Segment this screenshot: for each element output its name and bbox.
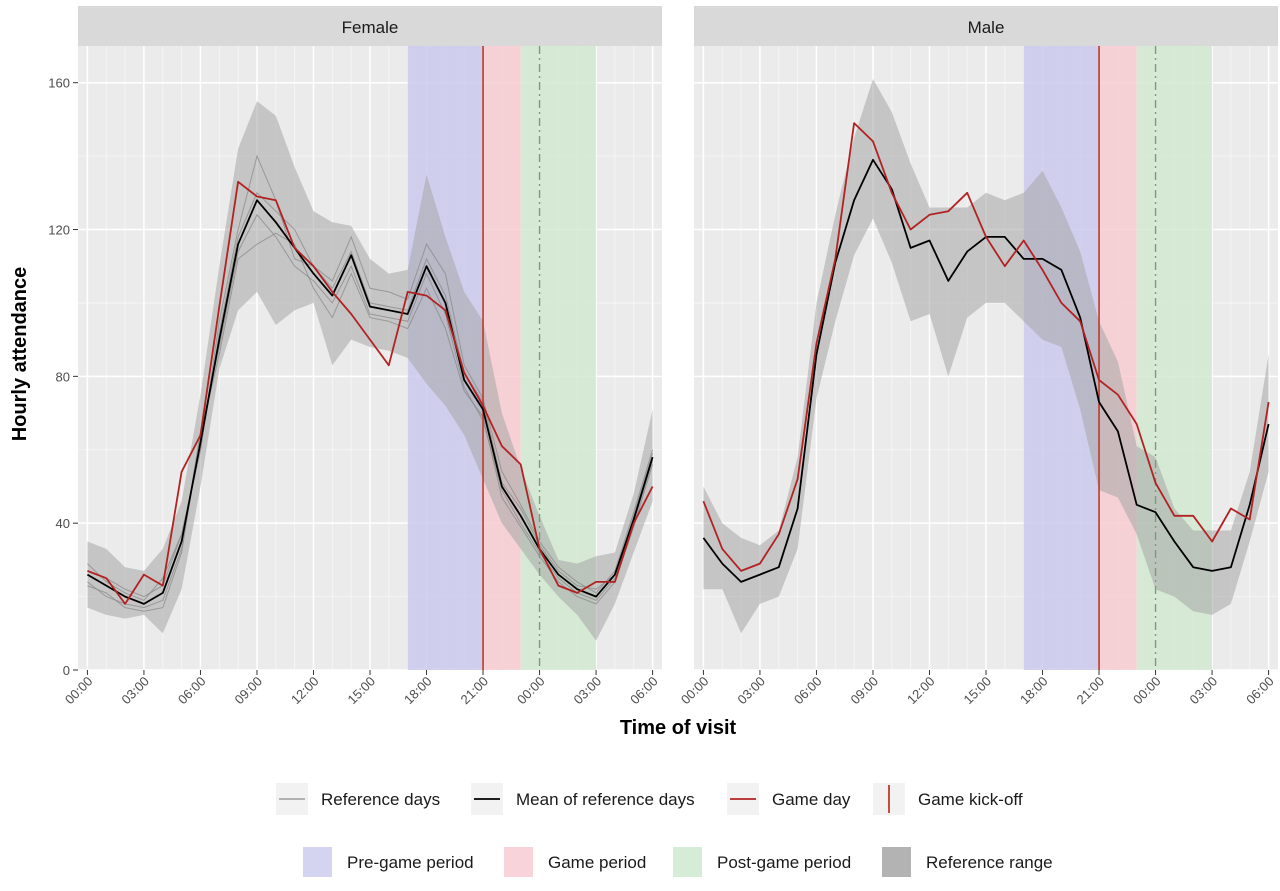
x-tick-label: 15:00 xyxy=(345,674,379,708)
mean-reference-line xyxy=(86,199,654,605)
legend-label: Pre-game period xyxy=(347,853,474,872)
game-day-line xyxy=(87,180,654,605)
x-tick-label: 00:00 xyxy=(62,674,96,708)
strip-label: Female xyxy=(342,18,399,37)
x-tick-label: 15:00 xyxy=(961,674,995,708)
legend-label: Game day xyxy=(772,790,851,809)
x-tick-label: 09:00 xyxy=(847,674,881,708)
reference-day-line xyxy=(87,232,654,612)
x-tick-label: 18:00 xyxy=(401,674,435,708)
legend-label: Reference days xyxy=(321,790,440,809)
legend-fills: Pre-game period Game period Post-game peri… xyxy=(303,847,1053,877)
y-tick-label: 80 xyxy=(56,369,70,384)
legend-key-swatch xyxy=(882,847,911,877)
x-tick-label: 09:00 xyxy=(231,674,265,708)
legend-key-swatch xyxy=(303,847,332,877)
legend-key-swatch xyxy=(673,847,702,877)
x-tick-label: 18:00 xyxy=(1017,674,1051,708)
strip-label: Male xyxy=(968,18,1005,37)
strip-background xyxy=(78,6,662,46)
x-tick-label: 06:00 xyxy=(175,674,209,708)
x-tick-label: 00:00 xyxy=(1130,674,1164,708)
x-tick-label: 03:00 xyxy=(1187,674,1221,708)
x-tick-label: 12:00 xyxy=(904,674,938,708)
x-tick-label: 06:00 xyxy=(627,674,661,708)
panel-male: Male 00:00 03:00 06:00 09:00 12:00 15:00 18:00 2… xyxy=(678,6,1278,707)
reference-day-line xyxy=(87,191,654,598)
x-tick-label: 00:00 xyxy=(514,674,548,708)
y-tick-label: 160 xyxy=(48,76,70,91)
legend-lines: Reference days Mean of reference days Game… xyxy=(276,783,1023,815)
legend-label: Game period xyxy=(548,853,646,872)
x-tick-label: 00:00 xyxy=(678,674,712,708)
legend-label: Reference range xyxy=(926,853,1053,872)
x-tick-label: 21:00 xyxy=(458,674,492,708)
y-tick-label: 120 xyxy=(48,223,70,238)
x-axis-title: Time of visit xyxy=(620,717,737,739)
x-tick-label: 06:00 xyxy=(791,674,825,708)
x-tick-label: 03:00 xyxy=(734,674,768,708)
x-tick-label: 06:00 xyxy=(1243,674,1277,708)
reference-range-ribbon xyxy=(703,79,1269,634)
x-tick-label: 12:00 xyxy=(288,674,322,708)
legend-key-swatch xyxy=(504,847,533,877)
legend-label: Game kick-off xyxy=(918,790,1023,809)
x-tick-label: 21:00 xyxy=(1074,674,1108,708)
x-tick-label: 03:00 xyxy=(118,674,152,708)
reference-day-line xyxy=(87,213,654,609)
y-tick-label: 0 xyxy=(63,663,70,678)
legend-label: Mean of reference days xyxy=(516,790,695,809)
x-tick-label: 03:00 xyxy=(571,674,605,708)
legend-label: Post-game period xyxy=(717,853,851,872)
y-axis-title: Hourly attendance xyxy=(9,267,31,441)
panel-female: Female 00:00 03:00 06:00 09:00 12:00 15:00 18:0… xyxy=(48,6,662,707)
strip-background xyxy=(694,6,1278,46)
y-tick-label: 40 xyxy=(56,516,70,531)
game-day-line xyxy=(702,122,1270,572)
